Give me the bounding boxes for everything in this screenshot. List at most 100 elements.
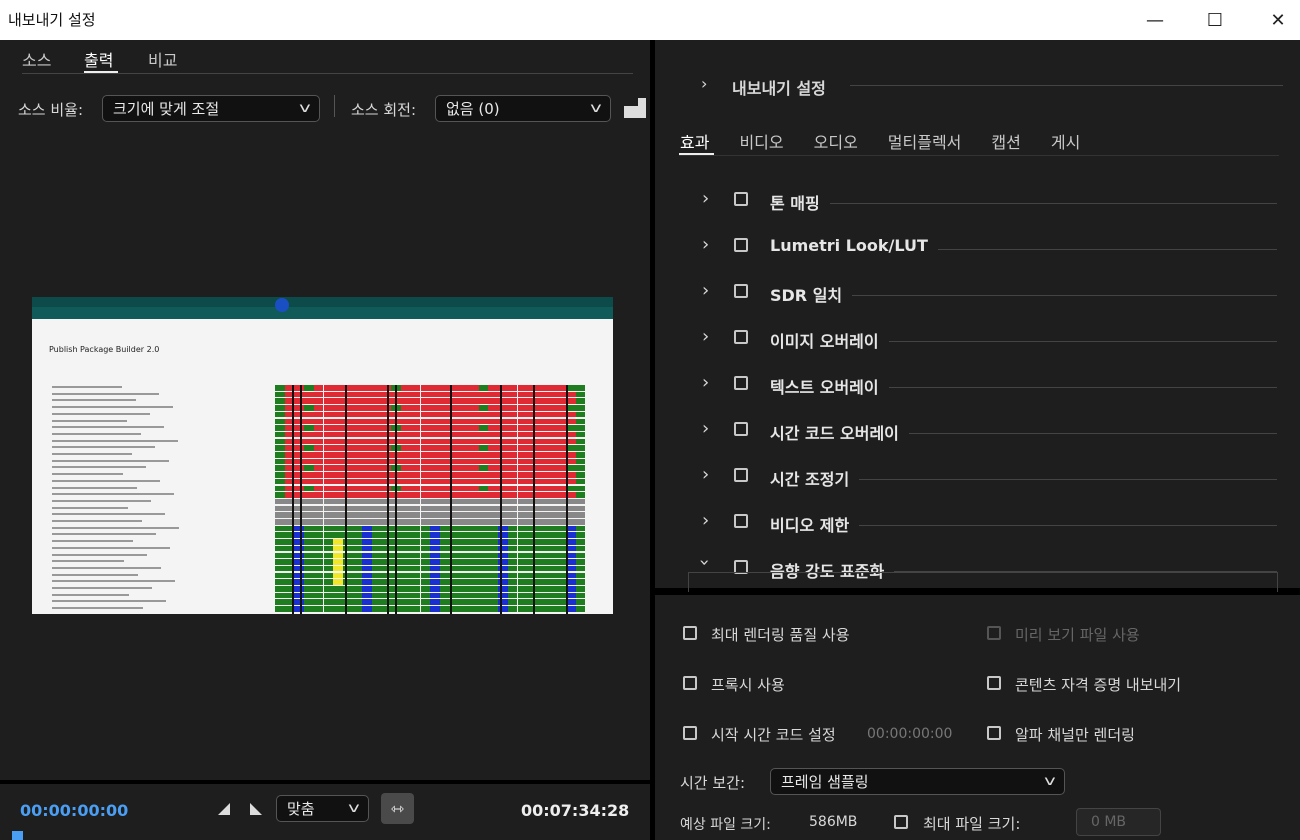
preview-cell — [372, 398, 382, 404]
effect-row[interactable]: › 음향 강도 표준화 — [655, 554, 1300, 584]
fit-toggle-icon[interactable]: ⇿ — [381, 793, 414, 824]
preview-cell — [410, 539, 421, 545]
effect-row[interactable]: › 이미지 오버레이 — [655, 324, 1300, 354]
preview-cell — [323, 411, 334, 418]
preview-cell — [556, 431, 566, 438]
alpha-only-checkbox[interactable] — [987, 726, 1001, 740]
effect-checkbox[interactable] — [734, 192, 748, 206]
effect-row[interactable]: › 시간 코드 오버레이 — [655, 416, 1300, 446]
minimize-button[interactable]: — — [1146, 9, 1164, 31]
preview-cell — [527, 465, 537, 471]
tab-0[interactable]: 효과 — [680, 133, 710, 152]
chevron-right-icon[interactable]: › — [702, 234, 710, 255]
maximize-button[interactable]: ☐ — [1206, 9, 1224, 31]
preview-cell — [527, 485, 537, 491]
chevron-right-icon[interactable]: › — [702, 418, 710, 439]
tab-source[interactable]: 소스 — [22, 51, 52, 70]
preview-cell — [381, 398, 392, 404]
preview-cell — [313, 579, 324, 585]
current-timecode[interactable]: 00:00:00:00 — [20, 801, 129, 820]
tab-4[interactable]: 캡션 — [991, 133, 1021, 152]
max-file-size-checkbox[interactable] — [894, 815, 908, 829]
preview-cell — [323, 418, 334, 424]
preview-cell — [362, 418, 372, 424]
preview-cell — [294, 385, 305, 391]
preview-cell — [556, 405, 566, 411]
crop-icon[interactable] — [624, 98, 648, 120]
preview-cell — [401, 559, 411, 565]
preview-cell — [507, 552, 518, 558]
effect-row[interactable]: › SDR 일치 — [655, 278, 1300, 308]
preview-cell — [527, 398, 537, 404]
chevron-right-icon[interactable]: › — [702, 372, 710, 393]
start-timecode-checkbox[interactable] — [683, 726, 697, 740]
source-rotation-select[interactable]: 없음 (0) v — [435, 95, 611, 122]
mark-in-icon[interactable] — [218, 803, 230, 815]
effect-checkbox[interactable] — [734, 238, 748, 252]
preview-cell — [342, 498, 353, 505]
effect-checkbox[interactable] — [734, 422, 748, 436]
preview-cell — [430, 478, 440, 485]
chevron-right-icon[interactable]: › — [702, 280, 710, 301]
zoom-select[interactable]: 맞춤 v — [276, 795, 369, 822]
chevron-right-icon[interactable]: › — [702, 464, 710, 485]
time-interpolation-select[interactable]: 프레임 샘플링 v — [770, 768, 1065, 795]
preview-cell — [352, 519, 363, 525]
effect-checkbox[interactable] — [734, 560, 748, 574]
tab-3[interactable]: 멀티플렉서 — [887, 133, 962, 152]
section-title[interactable]: 내보내기 설정 — [732, 79, 826, 98]
effect-row[interactable]: › 텍스트 오버레이 — [655, 370, 1300, 400]
chevron-right-icon[interactable]: › — [702, 326, 710, 347]
effect-checkbox[interactable] — [734, 514, 748, 528]
tab-5[interactable]: 게시 — [1050, 133, 1081, 152]
preview-cell — [381, 519, 392, 525]
tab-compare[interactable]: 비교 — [148, 51, 178, 70]
effect-checkbox[interactable] — [734, 330, 748, 344]
preview-cell — [430, 519, 440, 525]
preview-text-line — [52, 466, 146, 469]
preview-cell — [478, 579, 489, 585]
preview-cell — [507, 472, 518, 478]
effect-row[interactable]: › 톤 매핑 — [655, 186, 1300, 216]
preview-cell — [478, 606, 489, 612]
preview-cell — [517, 385, 528, 391]
use-proxies-checkbox[interactable] — [683, 676, 697, 690]
effect-row[interactable]: › 비디오 제한 — [655, 508, 1300, 538]
preview-cell — [352, 485, 363, 491]
chevron-right-icon[interactable]: › — [702, 510, 710, 531]
effect-checkbox[interactable] — [734, 468, 748, 482]
effect-checkbox[interactable] — [734, 284, 748, 298]
preview-cell — [536, 512, 547, 518]
chevron-right-icon[interactable]: › — [701, 74, 708, 93]
tab-1[interactable]: 비디오 — [739, 133, 784, 152]
content-credentials-checkbox[interactable] — [987, 676, 1001, 690]
preview-cell — [459, 391, 469, 398]
effect-row[interactable]: › Lumetri Look/LUT — [655, 232, 1300, 262]
preview-cell — [401, 525, 411, 532]
preview-cell — [439, 505, 450, 512]
preview-cell — [469, 559, 479, 565]
chevron-right-icon[interactable]: › — [702, 188, 710, 209]
close-button[interactable]: ✕ — [1270, 9, 1286, 31]
playhead[interactable] — [12, 831, 23, 840]
preview-cell — [294, 525, 305, 532]
effect-checkbox[interactable] — [734, 376, 748, 390]
preview-cell — [420, 398, 431, 404]
preview-cell — [313, 599, 324, 605]
preview-cell — [546, 405, 557, 411]
preview-cell — [536, 579, 547, 585]
effect-row[interactable]: › 시간 조정기 — [655, 462, 1300, 492]
preview-cell — [536, 431, 547, 438]
tab-output[interactable]: 출력 — [84, 51, 114, 70]
preview-cell — [362, 485, 372, 491]
preview-cell — [352, 592, 363, 599]
divider — [679, 155, 1279, 156]
max-render-quality-checkbox[interactable] — [683, 626, 697, 640]
source-ratio-select[interactable]: 크기에 맞게 조절 v — [102, 95, 320, 122]
chevron-down-icon[interactable]: › — [694, 558, 716, 567]
preview-cell — [430, 431, 440, 438]
preview-cell — [498, 431, 508, 438]
mark-out-icon[interactable] — [250, 803, 262, 815]
preview-cell — [275, 431, 285, 438]
tab-2[interactable]: 오디오 — [813, 133, 858, 152]
